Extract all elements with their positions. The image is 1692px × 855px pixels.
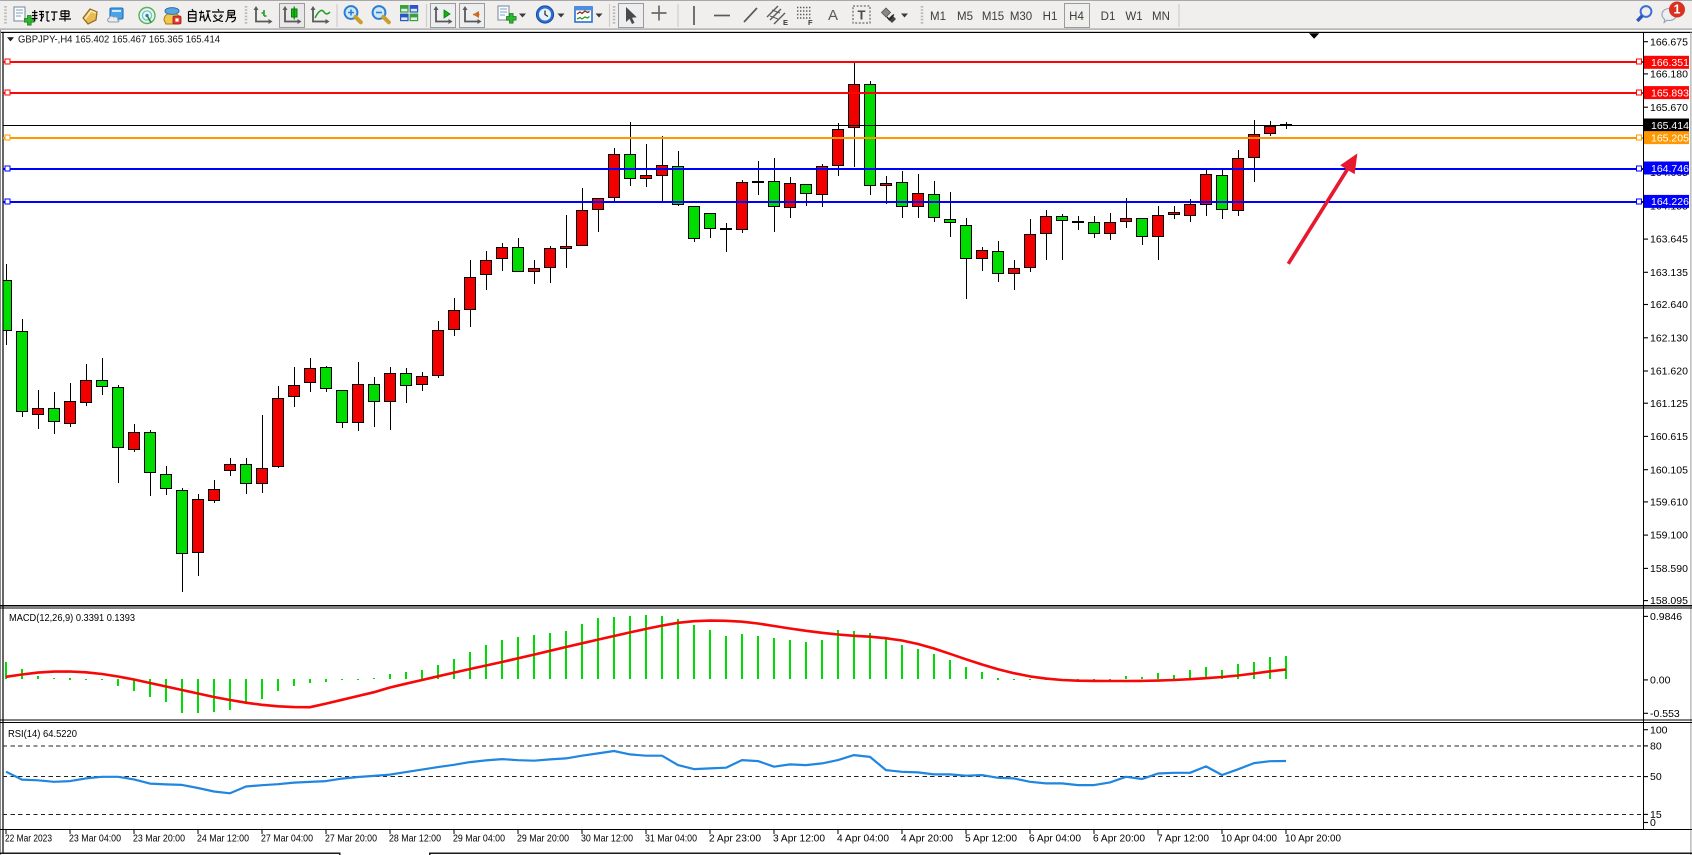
svg-text:165.670: 165.670 xyxy=(1650,102,1688,114)
svg-text:T: T xyxy=(858,8,866,23)
svg-text:29 Mar 04:00: 29 Mar 04:00 xyxy=(453,833,505,845)
svg-text:80: 80 xyxy=(1650,741,1662,753)
svg-text:158.590: 158.590 xyxy=(1650,563,1688,575)
svg-text:166.180: 166.180 xyxy=(1650,69,1688,81)
svg-text:10 Apr 04:00: 10 Apr 04:00 xyxy=(1221,833,1277,845)
svg-text:0.00: 0.00 xyxy=(1650,675,1671,687)
svg-text:165.205: 165.205 xyxy=(1651,132,1689,144)
svg-text:5 Apr 12:00: 5 Apr 12:00 xyxy=(965,833,1017,845)
svg-text:160.615: 160.615 xyxy=(1650,431,1688,443)
svg-text:A: A xyxy=(828,7,838,24)
svg-text:22 Mar 2023: 22 Mar 2023 xyxy=(5,833,52,845)
svg-text:100: 100 xyxy=(1650,724,1668,736)
svg-text:2 Apr 23:00: 2 Apr 23:00 xyxy=(709,833,761,845)
svg-text:50: 50 xyxy=(1650,771,1662,783)
svg-text:3 Apr 12:00: 3 Apr 12:00 xyxy=(773,833,825,845)
svg-text:GBPJPY-,H4 165.402 165.467 16: GBPJPY-,H4 165.402 165.467 165.365 165.4… xyxy=(18,34,220,46)
svg-text:23 Mar 20:00: 23 Mar 20:00 xyxy=(133,833,185,845)
svg-text:24 Mar 12:00: 24 Mar 12:00 xyxy=(197,833,249,845)
svg-text:M1: M1 xyxy=(930,11,946,23)
svg-text:M15: M15 xyxy=(982,11,1004,23)
svg-text:23 Mar 04:00: 23 Mar 04:00 xyxy=(69,833,121,845)
svg-text:MACD(12,26,9) 0.3391 0.1393: MACD(12,26,9) 0.3391 0.1393 xyxy=(9,612,135,624)
svg-text:M30: M30 xyxy=(1010,11,1032,23)
svg-text:M5: M5 xyxy=(957,11,973,23)
svg-text:28 Mar 12:00: 28 Mar 12:00 xyxy=(389,833,441,845)
svg-text:H1: H1 xyxy=(1043,11,1058,23)
svg-text:160.105: 160.105 xyxy=(1650,464,1688,476)
svg-text:31 Mar 04:00: 31 Mar 04:00 xyxy=(645,833,697,845)
svg-text:-0.553: -0.553 xyxy=(1650,708,1680,720)
svg-text:165.893: 165.893 xyxy=(1651,87,1689,99)
svg-text:F: F xyxy=(808,18,813,27)
svg-text:166.675: 166.675 xyxy=(1650,36,1688,48)
svg-text:27 Mar 04:00: 27 Mar 04:00 xyxy=(261,833,313,845)
svg-text:27 Mar 20:00: 27 Mar 20:00 xyxy=(325,833,377,845)
svg-text:30 Mar 12:00: 30 Mar 12:00 xyxy=(581,833,633,845)
svg-text:4 Apr 04:00: 4 Apr 04:00 xyxy=(837,833,889,845)
svg-text:6 Apr 04:00: 6 Apr 04:00 xyxy=(1029,833,1081,845)
svg-text:6 Apr 20:00: 6 Apr 20:00 xyxy=(1093,833,1145,845)
svg-text:E: E xyxy=(783,18,788,27)
svg-text:W1: W1 xyxy=(1125,11,1142,23)
svg-text:1: 1 xyxy=(1674,3,1681,17)
svg-text:162.640: 162.640 xyxy=(1650,299,1688,311)
svg-text:15: 15 xyxy=(1650,809,1662,821)
svg-text:164.226: 164.226 xyxy=(1651,196,1689,208)
svg-text:7 Apr 12:00: 7 Apr 12:00 xyxy=(1157,833,1209,845)
svg-text:161.620: 161.620 xyxy=(1650,366,1688,378)
svg-text:166.351: 166.351 xyxy=(1651,57,1689,69)
svg-text:163.135: 163.135 xyxy=(1650,267,1688,279)
svg-text:MN: MN xyxy=(1152,11,1170,23)
svg-text:RSI(14) 64.5220: RSI(14) 64.5220 xyxy=(8,728,77,740)
svg-text:158.095: 158.095 xyxy=(1650,595,1688,607)
svg-text:162.130: 162.130 xyxy=(1650,332,1688,344)
svg-text:0: 0 xyxy=(1650,817,1656,829)
svg-text:159.100: 159.100 xyxy=(1650,530,1688,542)
svg-text:D1: D1 xyxy=(1101,11,1116,23)
svg-text:0.9846: 0.9846 xyxy=(1650,611,1682,623)
svg-text:29 Mar 20:00: 29 Mar 20:00 xyxy=(517,833,569,845)
svg-text:10 Apr 20:00: 10 Apr 20:00 xyxy=(1285,833,1341,845)
svg-text:164.746: 164.746 xyxy=(1651,163,1689,175)
svg-text:4 Apr 20:00: 4 Apr 20:00 xyxy=(901,833,953,845)
svg-text:161.125: 161.125 xyxy=(1650,398,1688,410)
svg-text:165.414: 165.414 xyxy=(1651,120,1689,132)
svg-text:H4: H4 xyxy=(1069,11,1084,23)
svg-text:159.610: 159.610 xyxy=(1650,497,1688,509)
svg-text:163.645: 163.645 xyxy=(1650,234,1688,246)
